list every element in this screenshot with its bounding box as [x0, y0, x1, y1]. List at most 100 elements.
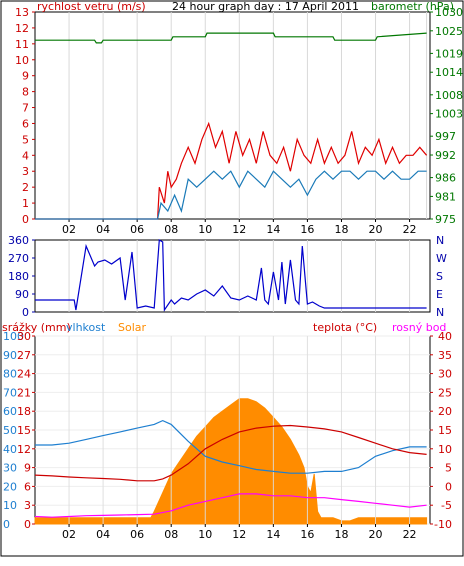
- y-tick-label-temperature: 0: [445, 480, 452, 493]
- y-tick-label-left: 4: [22, 149, 29, 162]
- y-tick-label-rain: 18: [17, 405, 31, 418]
- chart-dynamic: 0123456789101112139759819869929971003100…: [3, 6, 463, 541]
- temperature-legend: teplota (°C): [313, 321, 377, 334]
- y-tick-label-left: 3: [22, 165, 29, 178]
- y-tick-label-right: 1003: [435, 108, 463, 121]
- y-tick-label-rain: 12: [17, 443, 31, 456]
- y-tick-label-rain: 21: [17, 386, 31, 399]
- y-tick-label-temperature: 15: [438, 424, 452, 437]
- y-tick-label-left: 11: [15, 38, 29, 51]
- y-tick-label-temperature: 35: [438, 349, 452, 362]
- y-tick-label-right: 1014: [435, 66, 463, 79]
- y-tick-label-rain: 3: [24, 499, 31, 512]
- x-tick-label: 18: [334, 223, 348, 236]
- y-tick-label-direction: 180: [8, 270, 29, 283]
- y-tick-label-direction: 0: [22, 306, 29, 319]
- humidity-legend: vlhkost: [66, 321, 106, 334]
- y-tick-label-left: 0: [22, 213, 29, 226]
- y-tick-label-rain: 0: [24, 518, 31, 531]
- y-tick-label-humidity: 90: [3, 349, 17, 362]
- y-tick-label-direction: 90: [15, 288, 29, 301]
- y-tick-label-rain: 27: [17, 349, 31, 362]
- rain-axis-title: srážky (mm): [2, 321, 71, 334]
- dewpoint-legend: rosný bod: [392, 321, 446, 334]
- y-tick-label-temperature: 20: [438, 405, 452, 418]
- x-tick-label: 04: [96, 528, 110, 541]
- compass-label: W: [436, 252, 447, 265]
- y-tick-label-left: 12: [15, 22, 29, 35]
- y-tick-label-temperature: -10: [434, 518, 452, 531]
- y-tick-label-rain: 15: [17, 424, 31, 437]
- y-tick-label-right: 1030: [435, 6, 463, 19]
- y-tick-label-temperature: 40: [438, 330, 452, 343]
- compass-label: N: [436, 234, 444, 247]
- y-tick-label-rain: 9: [24, 462, 31, 475]
- y-tick-label-right: 1008: [435, 89, 463, 102]
- x-tick-label: 12: [232, 528, 246, 541]
- x-tick-label: 16: [300, 223, 314, 236]
- y-tick-label-humidity: 70: [3, 386, 17, 399]
- y-tick-label-humidity: 20: [3, 480, 17, 493]
- y-tick-label-humidity: 10: [3, 499, 17, 512]
- y-tick-label-right: 975: [435, 213, 456, 226]
- y-tick-label-rain: 24: [17, 368, 31, 381]
- y-tick-label-humidity: 50: [3, 424, 17, 437]
- y-tick-label-rain: 30: [17, 330, 31, 343]
- y-tick-label-rain: 6: [24, 480, 31, 493]
- y-tick-label-left: 1: [22, 197, 29, 210]
- solar-legend: Solar: [118, 321, 147, 334]
- y-tick-label-left: 9: [22, 70, 29, 83]
- y-tick-label-left: 13: [15, 6, 29, 19]
- x-tick-label: 16: [300, 528, 314, 541]
- x-tick-label: 14: [266, 223, 280, 236]
- x-tick-label: 10: [198, 528, 212, 541]
- series-barometer: [35, 32, 427, 44]
- x-tick-label: 20: [369, 223, 383, 236]
- series-wind-gust: [35, 121, 428, 220]
- y-tick-label-humidity: 80: [3, 368, 17, 381]
- y-tick-label-right: 997: [435, 130, 456, 143]
- y-tick-label-humidity: 40: [3, 443, 17, 456]
- y-tick-label-humidity: 60: [3, 405, 17, 418]
- y-tick-label-temperature: 10: [438, 443, 452, 456]
- series-dewpoint: [34, 493, 427, 518]
- y-tick-label-left: 5: [22, 133, 29, 146]
- y-tick-label-temperature: 25: [438, 386, 452, 399]
- x-tick-label: 20: [369, 528, 383, 541]
- y-tick-label-temperature: 5: [445, 462, 452, 475]
- y-tick-label-right: 992: [435, 149, 456, 162]
- y-tick-label-right: 981: [435, 190, 456, 203]
- y-tick-label-direction: 360: [8, 234, 29, 247]
- compass-label: N: [436, 306, 444, 319]
- x-tick-label: 12: [232, 223, 246, 236]
- x-tick-label: 08: [164, 528, 178, 541]
- y-tick-label-left: 10: [15, 54, 29, 67]
- series-humidity: [35, 419, 427, 474]
- x-tick-label: 06: [130, 223, 144, 236]
- x-tick-label: 08: [164, 223, 178, 236]
- y-tick-label-humidity: 30: [3, 462, 17, 475]
- y-tick-label-right: 986: [435, 172, 456, 185]
- y-tick-label-temperature: -5: [441, 499, 452, 512]
- barometer-axis-title: barometr (hPa): [371, 0, 454, 13]
- y-tick-label-direction: 270: [8, 252, 29, 265]
- series-wind-direction: [35, 238, 427, 312]
- wind-axis-title: rychlost vetru (m/s): [37, 0, 146, 13]
- x-tick-label: 22: [403, 223, 417, 236]
- compass-label: S: [436, 270, 443, 283]
- chart-title: 24 hour graph day : 17 April 2011: [172, 0, 359, 13]
- x-tick-label: 22: [403, 528, 417, 541]
- x-tick-label: 06: [130, 528, 144, 541]
- series-wind-avg: [35, 170, 427, 220]
- x-tick-label: 18: [334, 528, 348, 541]
- y-tick-label-temperature: 30: [438, 368, 452, 381]
- x-tick-label: 02: [62, 528, 76, 541]
- y-tick-label-right: 1019: [435, 47, 463, 60]
- y-tick-label-humidity: 0: [3, 518, 10, 531]
- y-tick-label-left: 7: [22, 102, 29, 115]
- y-tick-label-left: 2: [22, 181, 29, 194]
- y-tick-label-left: 6: [22, 117, 29, 130]
- y-tick-label-left: 8: [22, 86, 29, 99]
- y-tick-label-right: 1025: [435, 25, 463, 38]
